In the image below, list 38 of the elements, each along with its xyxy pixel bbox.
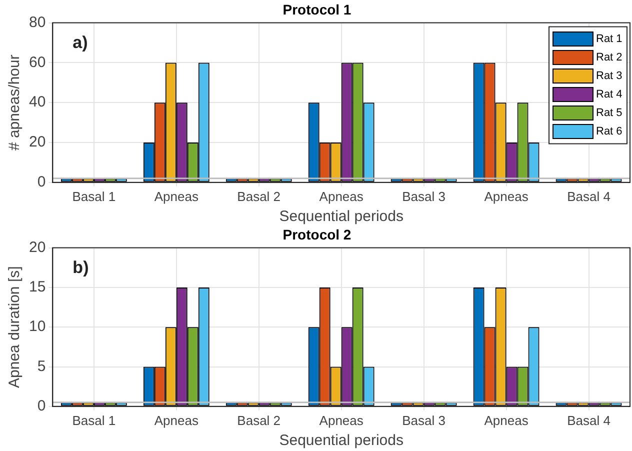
x-tick-label: Basal 4 (567, 188, 610, 204)
x-tick-label: Apneas (154, 188, 199, 204)
legend-label: Rat 4 (596, 88, 622, 101)
x-tick-label: Apneas (154, 412, 199, 428)
y-tick-label: 15 (28, 278, 46, 296)
annotation: a) (72, 32, 88, 52)
x-tick-label: Basal 1 (72, 188, 116, 204)
x-tick-label: Apneas (484, 188, 529, 204)
legend-label: Rat 3 (596, 70, 622, 82)
legend-label: Rat 5 (596, 107, 622, 120)
y-axis-title: Apnea duration [s] (6, 266, 24, 388)
x-tick-label: Basal 4 (567, 412, 610, 428)
x-tick-label: Apneas (319, 188, 364, 204)
chart-title: Protocol 2 (282, 226, 352, 242)
y-tick-label: 0 (37, 174, 46, 191)
y-tick-label: 5 (37, 358, 46, 375)
annotation: b) (72, 258, 89, 277)
x-tick-label: Basal 2 (237, 412, 281, 428)
x-tick-label: Apneas (319, 412, 364, 428)
y-tick-label: 10 (28, 318, 46, 336)
y-tick-label: 40 (28, 94, 46, 111)
x-axis-title: Sequential periods (279, 432, 404, 450)
y-tick-label: 60 (28, 54, 46, 71)
y-axis-title: # apneas/hour (6, 54, 24, 151)
y-tick-label: 0 (37, 398, 46, 415)
y-tick-label: 20 (28, 134, 46, 151)
y-tick-label: 80 (28, 14, 46, 31)
legend-label: Rat 1 (596, 33, 622, 46)
x-tick-label: Apneas (484, 412, 529, 428)
x-tick-label: Basal 1 (72, 412, 116, 428)
x-tick-label: Basal 2 (237, 188, 281, 204)
x-tick-label: Basal 3 (402, 412, 446, 428)
x-tick-label: Basal 3 (402, 188, 446, 204)
legend-label: Rat 6 (596, 126, 622, 138)
chart-title: Protocol 1 (282, 1, 352, 18)
legend-label: Rat 2 (596, 52, 622, 64)
y-tick-label: 20 (28, 238, 46, 256)
x-axis-title: Sequential periods (279, 208, 404, 226)
